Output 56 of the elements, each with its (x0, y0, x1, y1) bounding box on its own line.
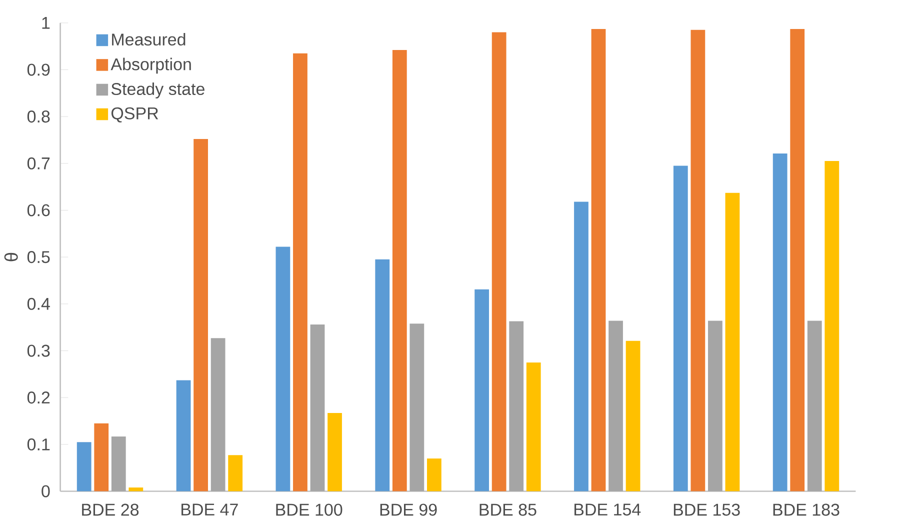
bar (176, 380, 191, 492)
bar (673, 166, 688, 492)
bar (807, 320, 822, 492)
legend-label: Steady state (111, 82, 204, 99)
x-tick-label: BDE 153 (674, 504, 740, 516)
y-tick-label: 0.1 (27, 438, 50, 451)
x-tick-label: BDE 99 (380, 504, 437, 516)
bar (194, 139, 208, 492)
bar (772, 154, 788, 492)
y-tick-label: 0.7 (27, 157, 50, 170)
bar (426, 458, 442, 492)
bar (392, 50, 407, 492)
bar (690, 30, 706, 492)
x-tick-label: BDE 183 (773, 504, 840, 516)
y-tick-label: 0.2 (27, 392, 50, 404)
y-tick-label: 0.5 (27, 251, 50, 264)
bar (526, 362, 541, 492)
x-tick-label: BDE 28 (82, 504, 139, 516)
bar (94, 423, 109, 492)
y-tick-label: 0 (42, 485, 50, 498)
y-tick-label: 0.8 (27, 110, 50, 123)
x-tick-label: BDE 47 (182, 504, 238, 516)
bar (128, 488, 144, 492)
bar (328, 413, 342, 492)
bar (111, 436, 126, 492)
bar (708, 320, 722, 492)
bar (228, 455, 243, 492)
legend-label: Absorption (110, 58, 191, 74)
y-axis-title: θ (4, 253, 18, 262)
bar (574, 202, 588, 492)
bar (608, 320, 623, 492)
y-tick-label: 0.3 (27, 344, 50, 357)
x-tick-label: BDE 100 (276, 504, 342, 516)
legend-label: QSPR (111, 107, 158, 123)
bar (509, 321, 524, 492)
y-tick-label: 1 (42, 17, 50, 29)
bar (492, 32, 506, 492)
bar (293, 53, 308, 492)
bar (626, 340, 640, 492)
bar (824, 161, 840, 492)
bar (76, 442, 92, 492)
x-tick-label: BDE 154 (574, 504, 641, 516)
bar (310, 324, 325, 492)
bar (276, 246, 290, 492)
legend-label: Measured (112, 33, 186, 46)
bar (375, 260, 390, 492)
bar (474, 289, 489, 492)
bar (210, 338, 226, 492)
bar (790, 29, 805, 492)
bar (725, 192, 740, 492)
y-tick-label: 0.4 (27, 298, 50, 310)
bar (410, 324, 424, 492)
bar (591, 29, 606, 492)
x-tick-label: BDE 85 (480, 504, 536, 516)
y-tick-label: 0.9 (27, 64, 50, 76)
y-tick-label: 0.6 (27, 204, 50, 216)
